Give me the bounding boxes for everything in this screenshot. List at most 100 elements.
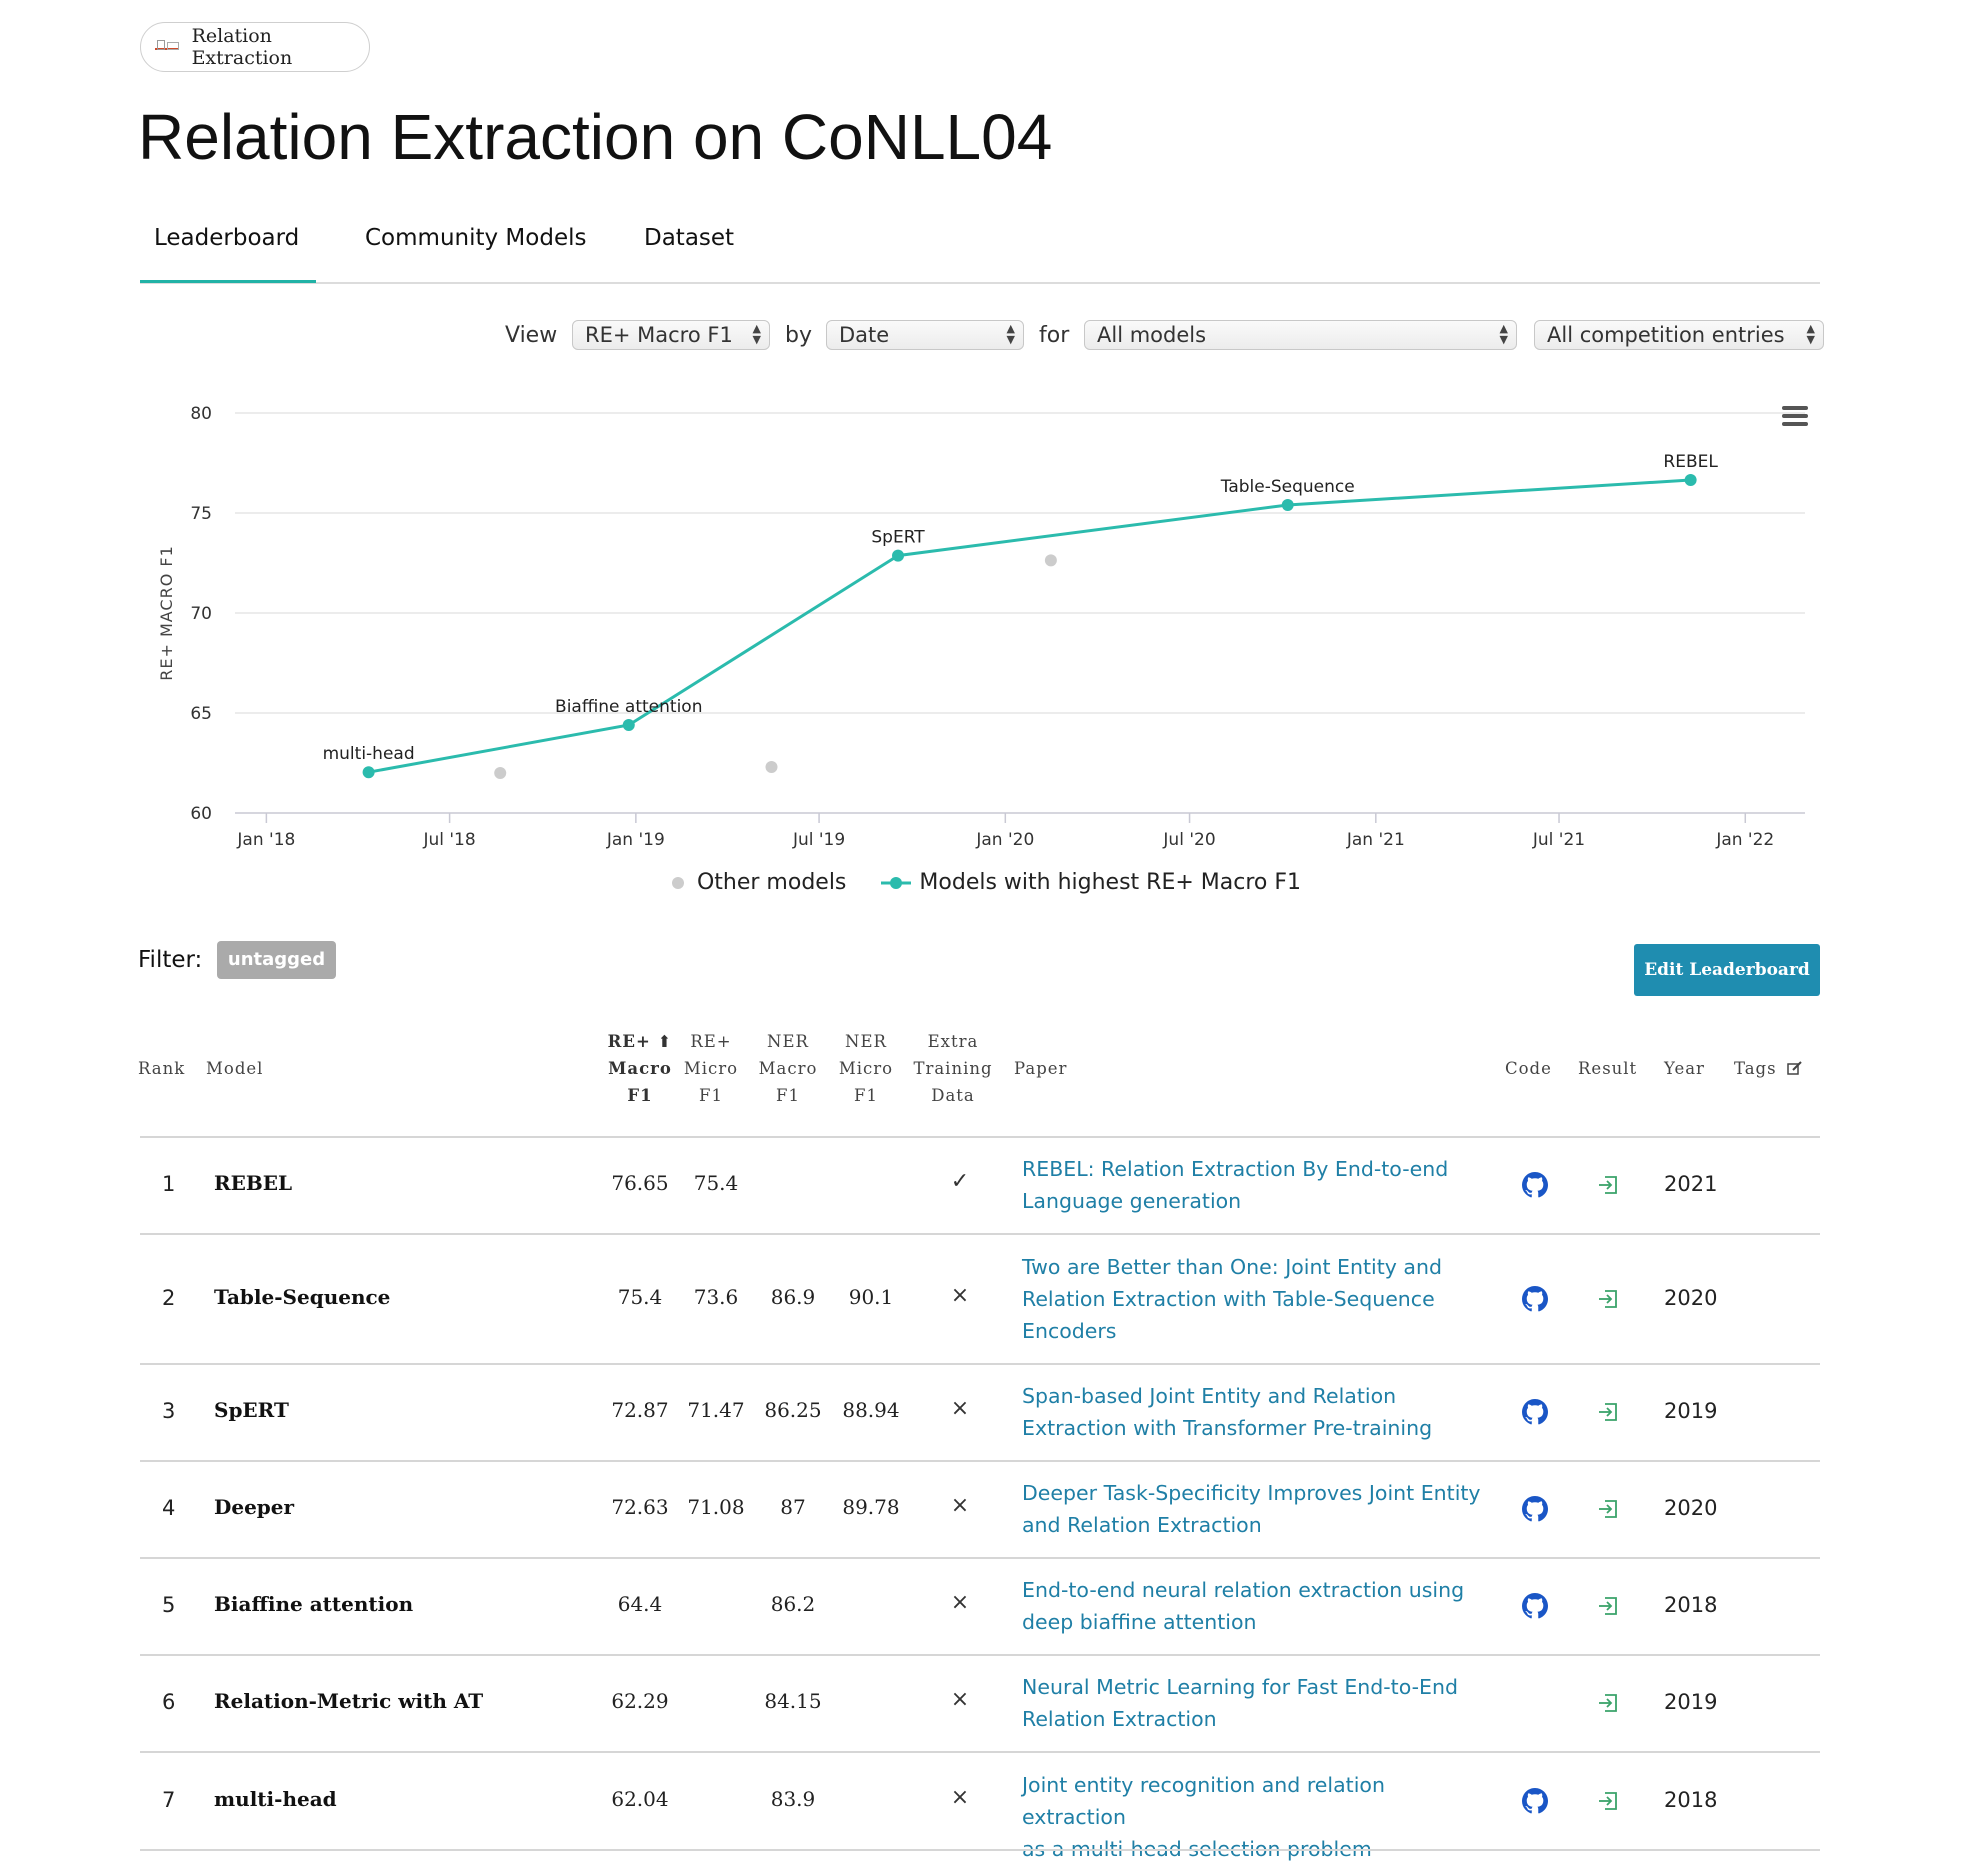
legend-item-best[interactable]: Models with highest RE+ Macro F1	[881, 870, 1301, 895]
row-model-name[interactable]: Relation-Metric with AT	[214, 1689, 484, 1713]
header-ner-micro-f1[interactable]: NER Micro F1	[830, 1028, 902, 1109]
edit-tags-icon[interactable]	[1787, 1060, 1803, 1076]
table-row-divider	[140, 1233, 1820, 1235]
paper-title-line: Joint entity recognition and relation ex…	[1022, 1772, 1385, 1829]
row-model-name[interactable]: REBEL	[214, 1171, 293, 1195]
task-thumbnail-icon	[153, 38, 180, 56]
hamburger-menu-icon[interactable]	[1782, 406, 1808, 426]
header-line: Macro	[758, 1059, 818, 1078]
row-ner-micro-f1: 88.94	[842, 1398, 900, 1422]
header-line: Extra	[927, 1032, 979, 1051]
models-select[interactable]: All models ▲ ▼	[1084, 320, 1517, 350]
row-model-name[interactable]: Deeper	[214, 1495, 295, 1519]
paper-title-line: Language generation	[1022, 1189, 1242, 1213]
tab-community-models[interactable]: Community Models	[365, 225, 587, 251]
other-model-point	[1044, 554, 1057, 567]
row-model-name[interactable]: Table-Sequence	[214, 1284, 391, 1309]
chart-canvas: 60 65 70 75 80 Jan '18 Jul '18 Jan '19 Jul '19 Ja…	[157, 404, 1805, 850]
metric-select[interactable]: RE+ Macro F1 ▲ ▼	[572, 320, 770, 350]
best-model-point	[362, 766, 375, 779]
github-icon[interactable]	[1522, 1496, 1548, 1522]
paper-title-line: and Relation Extraction	[1022, 1513, 1262, 1537]
header-tags[interactable]: Tags	[1734, 1055, 1803, 1082]
tab-leaderboard[interactable]: Leaderboard	[154, 225, 300, 251]
breadcrumb-chip[interactable]: Relation Extraction	[140, 22, 370, 72]
header-year[interactable]: Year	[1664, 1059, 1705, 1078]
header-code[interactable]: Code	[1505, 1059, 1552, 1078]
legend-item-other[interactable]: Other models	[667, 870, 846, 895]
view-label: View	[505, 323, 558, 348]
row-paper-link[interactable]: Span-based Joint Entity and Relation Extr…	[1022, 1380, 1492, 1444]
row-paper-link[interactable]: Neural Metric Learning for Fast End-to-E…	[1022, 1671, 1492, 1735]
x-tick-label: Jan '22	[1715, 830, 1774, 850]
row-re-macro-f1: 75.4	[617, 1284, 663, 1309]
row-model-name[interactable]: SpERT	[214, 1398, 289, 1422]
cross-icon: ×	[950, 1687, 970, 1712]
header-line: RE+	[690, 1032, 732, 1051]
tabs-divider	[140, 282, 1820, 284]
header-rank[interactable]: Rank	[138, 1059, 186, 1078]
header-extra-training-data[interactable]: Extra Training Data	[908, 1028, 998, 1109]
cross-icon: ×	[950, 1282, 970, 1308]
point-label: REBEL	[1663, 452, 1718, 472]
header-ner-macro-f1[interactable]: NER Macro F1	[752, 1028, 824, 1109]
tab-dataset[interactable]: Dataset	[644, 225, 735, 251]
row-re-macro-f1: 76.65	[611, 1171, 669, 1195]
chart-legend: Other models Models with highest RE+ Mac…	[0, 870, 1968, 896]
result-entry-icon[interactable]	[1596, 1788, 1622, 1814]
header-paper[interactable]: Paper	[1014, 1059, 1068, 1078]
header-line: NER	[767, 1032, 809, 1051]
header-re-macro-f1[interactable]: RE+ ⬆ Macro F1	[595, 1028, 685, 1109]
result-entry-icon[interactable]	[1596, 1690, 1622, 1716]
github-icon[interactable]	[1522, 1593, 1548, 1619]
x-tick-label: Jul '19	[792, 830, 845, 850]
by-select[interactable]: Date ▲ ▼	[826, 320, 1024, 350]
header-result[interactable]: Result	[1578, 1059, 1638, 1078]
row-paper-link[interactable]: End-to-end neural relation extraction us…	[1022, 1574, 1492, 1638]
paper-title-line: REBEL: Relation Extraction By End-to-end	[1022, 1157, 1449, 1181]
page-title: Relation Extraction on CoNLL04	[138, 101, 1053, 173]
row-year: 2018	[1664, 1593, 1718, 1617]
row-re-micro-f1: 71.08	[687, 1495, 745, 1519]
header-re-micro-f1[interactable]: RE+ Micro F1	[675, 1028, 747, 1109]
row-model-name[interactable]: Biaffine attention	[214, 1592, 414, 1616]
github-icon[interactable]	[1522, 1172, 1548, 1198]
row-re-macro-f1: 72.87	[611, 1398, 669, 1422]
row-paper-link[interactable]: Deeper Task-Specificity Improves Joint E…	[1022, 1477, 1492, 1541]
entries-select[interactable]: All competition entries ▲ ▼	[1534, 320, 1824, 350]
row-ner-macro-f1: 84.15	[764, 1689, 822, 1713]
row-model-name[interactable]: multi-head	[214, 1786, 337, 1811]
github-icon[interactable]	[1522, 1285, 1548, 1312]
result-entry-icon[interactable]	[1596, 1593, 1622, 1619]
row-paper-link[interactable]: REBEL: Relation Extraction By End-to-end…	[1022, 1153, 1492, 1217]
row-ner-macro-f1: 83.9	[770, 1786, 816, 1811]
edit-leaderboard-button[interactable]: Edit Leaderboard	[1634, 944, 1820, 996]
entries-select-value: All competition entries	[1547, 323, 1785, 347]
point-label: Table-Sequence	[1220, 477, 1355, 497]
y-tick-label: 65	[190, 704, 212, 724]
active-tab-indicator	[140, 280, 316, 283]
legend-dot-icon	[671, 876, 684, 889]
paper-title-line: Neural Metric Learning for Fast End-to-E…	[1022, 1675, 1458, 1699]
result-entry-icon[interactable]	[1596, 1172, 1622, 1198]
select-arrows-icon: ▲ ▼	[1499, 322, 1508, 346]
by-select-value: Date	[839, 323, 890, 347]
row-rank: 1	[162, 1172, 176, 1196]
x-tick-label: Jul '20	[1162, 830, 1215, 850]
github-icon[interactable]	[1522, 1787, 1548, 1814]
row-paper-link[interactable]: Two are Better than One: Joint Entity an…	[1022, 1251, 1492, 1347]
result-entry-icon[interactable]	[1596, 1496, 1622, 1522]
row-ner-micro-f1: 89.78	[842, 1495, 900, 1519]
header-model[interactable]: Model	[206, 1059, 264, 1078]
select-arrows-icon: ▲ ▼	[1806, 322, 1815, 346]
header-line: Training	[913, 1059, 993, 1078]
filter-label: Filter:	[138, 947, 203, 973]
paper-title-line: deep biaffine attention	[1022, 1610, 1257, 1634]
point-label: Biaffine attention	[555, 697, 702, 717]
for-label: for	[1039, 323, 1070, 348]
github-icon[interactable]	[1522, 1399, 1548, 1425]
result-entry-icon[interactable]	[1596, 1399, 1622, 1425]
y-axis-label: RE+ MACRO F1	[157, 545, 176, 681]
result-entry-icon[interactable]	[1596, 1286, 1622, 1312]
filter-badge-untagged[interactable]: untagged	[217, 941, 336, 979]
